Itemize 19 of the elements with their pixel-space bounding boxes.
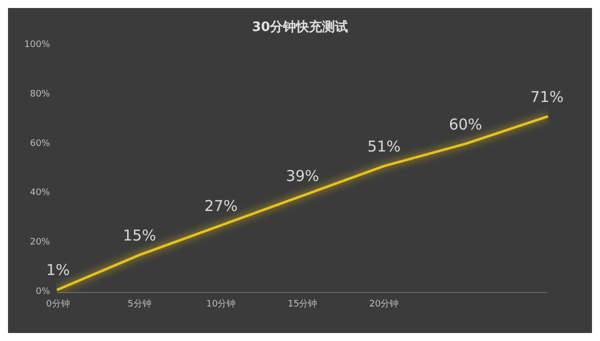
data-label: 39% (286, 167, 320, 186)
x-tick-label: 10分钟 (206, 298, 236, 310)
y-tick-label: 0% (36, 287, 50, 297)
x-tick-label: 0分钟 (46, 298, 70, 310)
data-label: 51% (367, 138, 401, 156)
data-label: 60% (448, 115, 482, 134)
x-tick-label: 20分钟 (369, 298, 399, 310)
data-label: 71% (530, 88, 564, 106)
y-tick-label: 40% (30, 188, 50, 198)
x-tick-label: 5分钟 (128, 298, 152, 310)
y-tick-label: 100% (24, 40, 50, 50)
y-tick-label: 20% (30, 238, 50, 248)
data-label: 15% (122, 226, 156, 244)
y-tick-label: 80% (30, 89, 50, 100)
data-label: 1% (46, 261, 70, 280)
y-tick-label: 60% (30, 138, 50, 149)
x-tick-label: 15分钟 (288, 298, 318, 310)
chart-title: 30分钟快充测试 (252, 19, 348, 35)
data-label: 27% (204, 196, 238, 215)
